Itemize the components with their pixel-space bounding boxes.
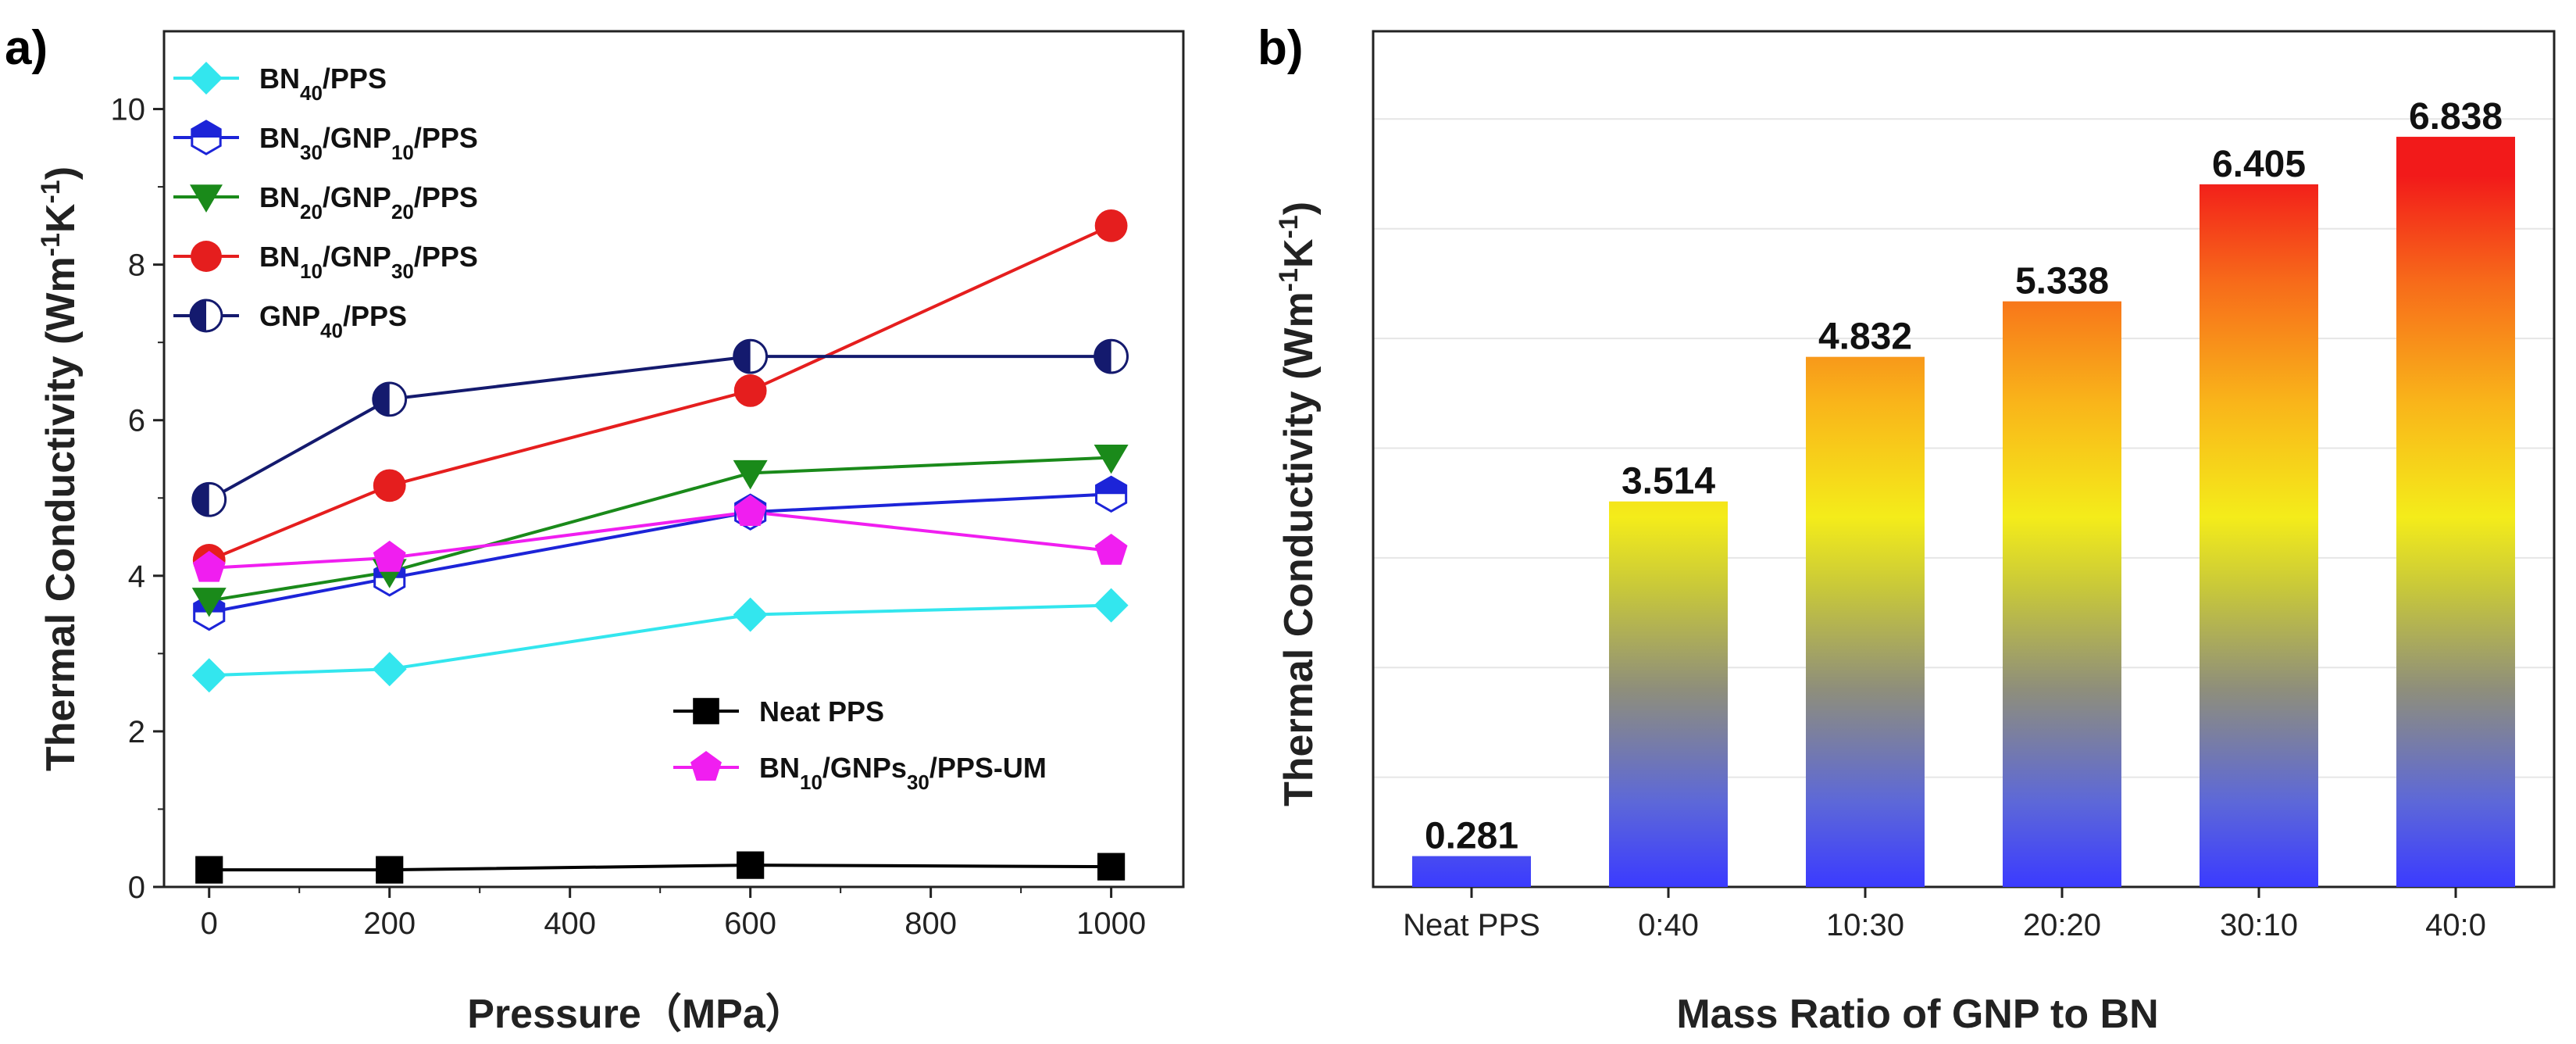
panel-a-tag: a) — [5, 21, 48, 75]
legend-marker — [690, 751, 722, 781]
data-point — [733, 374, 767, 407]
bar-value-label: 4.832 — [1818, 316, 1912, 358]
y-tick-label: 8 — [128, 248, 145, 283]
data-point — [1094, 209, 1128, 242]
bar-value-label: 5.338 — [2015, 261, 2109, 302]
legend-label: BN10/GNPs30/PPS-UM — [759, 752, 1047, 794]
legend-entry: BN30/GNP10/PPS — [173, 120, 478, 164]
series-line — [209, 510, 1111, 570]
bar — [2200, 184, 2318, 887]
legend-entry: Neat PPS — [673, 695, 884, 728]
data-point — [733, 597, 768, 632]
series-line — [209, 492, 1111, 614]
legend-entry: BN20/GNP20/PPS — [173, 181, 478, 223]
x-tick-label: 800 — [904, 906, 957, 941]
data-point — [1094, 338, 1129, 374]
panel-b-bar-chart: b) Neat PPS 0:40 10:30 20:20 30:10 40:0 0.281… — [1258, 21, 2556, 1037]
legend-label: BN30/GNP10/PPS — [259, 122, 478, 164]
data-point — [192, 550, 226, 582]
panel-a-legend: BN40/PPS BN30/GNP10/PPS BN20/GNP20/PPS BN10… — [173, 62, 1047, 794]
legend-label: BN20/GNP20/PPS — [259, 181, 478, 223]
y-tick-label: 10 — [111, 93, 146, 127]
x-tick-label: 0:40 — [1638, 908, 1699, 942]
data-point — [191, 481, 227, 517]
legend-marker — [191, 120, 222, 156]
data-point — [733, 338, 769, 374]
data-point — [1094, 588, 1129, 623]
data-point — [191, 588, 227, 617]
legend-marker — [190, 184, 223, 213]
data-point — [1094, 445, 1129, 474]
y-tick-label: 0 — [128, 871, 145, 905]
panel-a-line-chart: a) 0 200 400 600 800 1000 0 2 4 6 8 10 BN40/PPS BN30… — [5, 21, 1185, 1037]
panel-b-bars: 0.281 3.514 4.832 5.338 6.405 6.838 — [1412, 96, 2515, 888]
legend-entry: BN40/PPS — [173, 62, 387, 105]
bar — [1806, 356, 1925, 888]
x-tick-label: Neat PPS — [1403, 908, 1540, 942]
x-tick-label: 10:30 — [1826, 908, 1904, 942]
series-line — [209, 863, 1111, 872]
x-tick-label: 1000 — [1076, 906, 1146, 941]
panel-a-axes: 0 200 400 600 800 1000 0 2 4 6 8 10 — [111, 30, 1185, 941]
legend-marker — [189, 299, 223, 333]
bar-value-label: 0.281 — [1425, 816, 1518, 857]
panel-b-x-axis-title: Mass Ratio of GNP to BN — [1676, 992, 2158, 1037]
data-point — [733, 495, 767, 526]
legend-label: GNP40/PPS — [259, 300, 407, 342]
data-point — [373, 540, 406, 572]
data-point — [1097, 853, 1126, 881]
panel-a-series — [191, 209, 1129, 884]
series-line — [209, 456, 1111, 602]
data-point — [372, 652, 407, 687]
x-tick-label: 40:0 — [2425, 908, 2486, 942]
panel-b-axes: Neat PPS 0:40 10:30 20:20 30:10 40:0 — [1372, 30, 2556, 942]
legend-entry: GNP40/PPS — [173, 299, 407, 342]
legend-label: Neat PPS — [759, 695, 884, 728]
y-tick-label: 2 — [128, 715, 145, 749]
panel-b-y-axis-title: Thermal Conductivity (Wm-1K-1) — [1274, 202, 1322, 806]
legend-marker — [190, 62, 223, 95]
data-point — [737, 851, 765, 879]
data-point — [191, 658, 227, 693]
data-point — [733, 459, 768, 490]
x-tick-label: 600 — [724, 906, 776, 941]
series-line — [208, 224, 1112, 562]
y-tick-label: 6 — [128, 404, 145, 438]
data-point — [373, 469, 406, 502]
series-line — [208, 355, 1111, 502]
panel-a-y-axis-title: Thermal Conductivity (Wm-1K-1) — [36, 166, 84, 771]
legend-entry: BN10/GNP30/PPS — [173, 241, 478, 283]
bar — [2003, 301, 2121, 887]
data-point — [195, 856, 223, 884]
legend-label: BN10/GNP30/PPS — [259, 241, 478, 283]
panel-b-frame — [1372, 30, 2556, 888]
x-tick-label: 20:20 — [2023, 908, 2101, 942]
bar-value-label: 3.514 — [1622, 461, 1715, 502]
data-point — [376, 856, 404, 884]
data-point — [1094, 533, 1128, 565]
panel-a-x-axis-title: Pressure（MPa） — [467, 992, 806, 1037]
bar-value-label: 6.405 — [2212, 144, 2306, 185]
data-point — [372, 381, 408, 417]
bar-value-label: 6.838 — [2409, 96, 2503, 138]
legend-marker — [693, 698, 719, 724]
x-tick-label: 0 — [201, 906, 218, 941]
legend-label: BN40/PPS — [259, 63, 387, 105]
x-tick-label: 400 — [544, 906, 596, 941]
x-tick-label: 200 — [363, 906, 416, 941]
panel-b-tag: b) — [1258, 21, 1304, 75]
x-tick-label: 30:10 — [2220, 908, 2298, 942]
legend-marker — [191, 241, 222, 272]
legend-entry: BN10/GNPs30/PPS-UM — [673, 751, 1047, 794]
bar — [1412, 856, 1531, 887]
panel-a-frame — [162, 30, 1185, 888]
data-point — [1095, 475, 1128, 513]
bar — [1609, 501, 1728, 887]
series-line — [209, 603, 1111, 678]
bar — [2396, 137, 2515, 888]
y-tick-label: 4 — [128, 560, 145, 594]
